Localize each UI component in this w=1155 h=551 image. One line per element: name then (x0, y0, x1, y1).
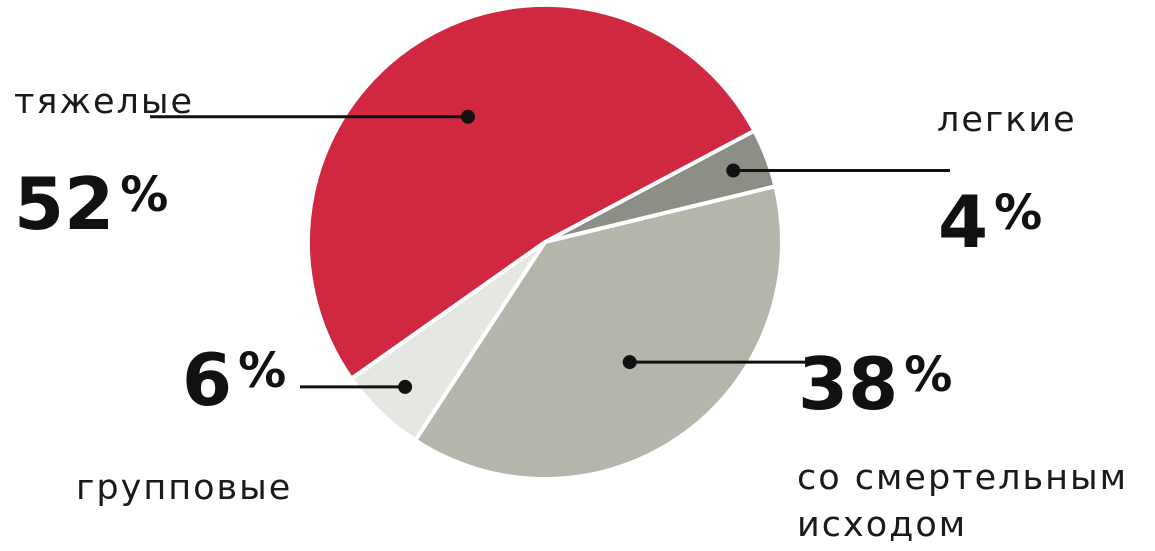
label-fatal-line-1: со смертельным (797, 458, 1128, 498)
label-fatal-line-2: исходом (797, 505, 967, 545)
label-light: легкие (937, 100, 1077, 140)
value-fatal: 38% (798, 342, 952, 426)
leader-group-dot (398, 379, 413, 394)
pie-slices (306, 2, 784, 481)
leader-light-dot (726, 163, 741, 178)
slice-fatal (413, 184, 784, 481)
value-severe: 52% (14, 162, 168, 246)
value-group: 6% (182, 338, 286, 422)
value-light: 4% (938, 180, 1042, 264)
label-group: групповые (76, 468, 292, 508)
leader-fatal-dot (622, 355, 637, 370)
label-severe: тяжелые (14, 82, 194, 122)
slice-severe (306, 2, 757, 381)
leader-lines (150, 109, 950, 394)
leader-severe-dot (461, 109, 475, 124)
